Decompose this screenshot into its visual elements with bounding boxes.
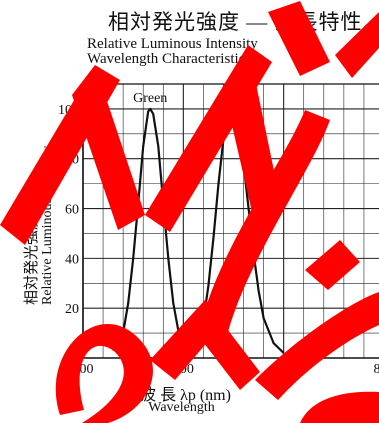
y-tick-label: 0 — [72, 352, 79, 367]
series-label-green: Green — [133, 91, 167, 106]
y-tick-label: 40 — [65, 252, 79, 267]
y-tick-label: 100 — [58, 103, 79, 118]
x-tick-label: 700 — [273, 362, 294, 377]
y-axis-label-ja: 相対発光強度 (%) — [24, 188, 40, 305]
y-axis-label-en: Relative Luminous Intensity — [40, 145, 55, 305]
y-tick-label: 20 — [65, 302, 79, 317]
x-axis-label-ja-text: 波 長 λp (nm) — [140, 387, 231, 404]
y-tick-label: 80 — [65, 153, 79, 168]
x-axis-label-ja: 波 長 λp (nm) — [0, 381, 379, 405]
y-axis-label: 相対発光強度 (%) Relative Luminous Intensity — [24, 145, 55, 305]
plot-area — [83, 84, 379, 358]
y-tick-label: 60 — [65, 203, 79, 218]
x-tick-label: 800 — [374, 362, 379, 377]
x-axis-label-en: Wavelength — [148, 400, 215, 415]
x-tick-label: 600 — [173, 362, 194, 377]
series-label-red: Red — [220, 91, 243, 106]
